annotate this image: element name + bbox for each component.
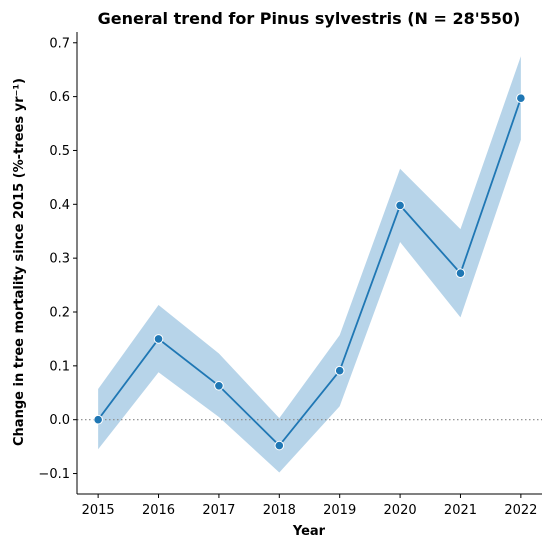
x-tick-label: 2020 [384, 503, 417, 518]
y-tick-label: 0.1 [49, 359, 70, 374]
data-point-2017 [214, 380, 224, 391]
y-tick-label: −0.1 [38, 467, 70, 482]
y-axis-label: Change in tree mortality since 2015 (%-t… [12, 78, 27, 446]
data-point-2016 [153, 334, 164, 344]
data-point-2019 [334, 365, 345, 376]
y-tick-label: 0.5 [49, 144, 70, 159]
chart-title: General trend for Pinus sylvestris (N = … [98, 9, 521, 28]
series-line-layer [97, 97, 522, 447]
x-tick-label: 2022 [504, 503, 537, 518]
axes: −0.1 0.0 0.1 0.2 0.3 0.4 0.5 0.6 0.7 2015 2016 2017… [38, 32, 542, 518]
confidence-band [98, 56, 521, 473]
y-tick-label: 0.0 [49, 413, 70, 428]
x-axis-label: Year [292, 524, 326, 539]
y-tick-label: 0.3 [49, 252, 70, 267]
y-tick-label: 0.6 [49, 90, 70, 105]
x-tick-label: 2015 [82, 503, 115, 518]
y-tick-label: 0.7 [49, 36, 70, 51]
confidence-band-layer [98, 56, 521, 473]
data-point-2018 [274, 440, 285, 451]
data-point-layer [93, 93, 526, 451]
series-line [97, 97, 522, 447]
x-tick-label: 2021 [444, 503, 477, 518]
x-tick-label: 2016 [142, 503, 175, 518]
data-point-2015 [93, 414, 103, 425]
data-point-2022 [516, 93, 526, 104]
x-tick-label: 2018 [263, 503, 296, 518]
y-tick-label: 0.4 [49, 198, 70, 213]
data-point-2020 [395, 200, 405, 211]
x-tick-label: 2019 [323, 503, 356, 518]
x-tick-label: 2017 [202, 503, 235, 518]
y-tick-label: 0.2 [49, 306, 70, 321]
data-point-2021 [455, 268, 466, 279]
